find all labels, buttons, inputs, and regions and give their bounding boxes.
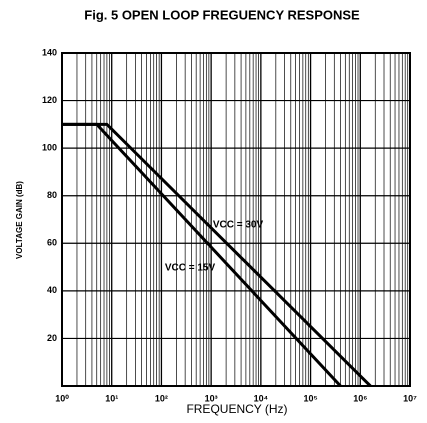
y-tick-label: 40 (47, 285, 57, 295)
x-axis-label: FREQUENCY (Hz) (186, 402, 287, 416)
y-tick-label: 80 (47, 190, 57, 200)
y-tick-label: 60 (47, 238, 57, 248)
x-tick-label: 10³ (205, 393, 218, 403)
x-tick-label: 10² (155, 393, 168, 403)
series-label: VCC = 30V (213, 220, 264, 231)
y-axis-label: VOLTAGE GAIN (dB) (15, 181, 24, 259)
x-tick-label: 10⁴ (254, 393, 268, 403)
line-series (62, 122, 372, 388)
x-tick-label: 10⁶ (353, 393, 367, 403)
x-tick-label: 10⁷ (403, 393, 417, 403)
y-tick-label: 100 (42, 143, 57, 153)
x-tick-label: 10⁵ (303, 393, 317, 403)
x-tick-label: 10¹ (105, 393, 118, 403)
y-tick-label: 120 (42, 95, 57, 105)
y-tick-label: 20 (47, 333, 57, 343)
series-label: VCC = 15V (165, 263, 216, 274)
x-tick-label: 10⁰ (55, 393, 69, 403)
plot-frame (61, 52, 411, 387)
y-tick-label: 140 (42, 47, 57, 57)
chart-title: Fig. 5 OPEN LOOP FREGUENCY RESPONSE (84, 7, 360, 22)
